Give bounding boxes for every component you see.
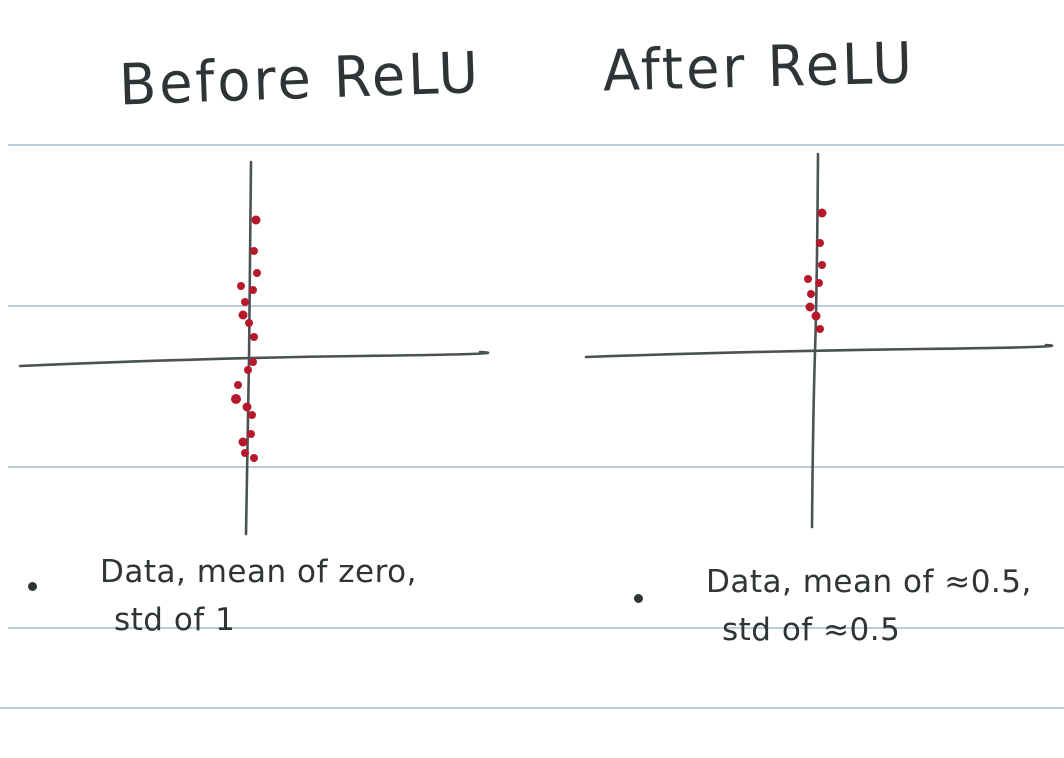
before-relu-note: Data, mean of zero, std of 1 [100,548,417,644]
data-point [817,208,827,218]
after-y-axis [810,152,820,529]
bullet-dot [634,594,643,603]
data-point [247,430,255,438]
after-relu-note: Data, mean of ≈0.5, std of ≈0.5 [706,558,1032,654]
before-x-axis [18,350,490,368]
note-line: std of 1 [114,602,236,638]
data-point [253,269,261,277]
data-point [804,275,812,283]
data-point [807,290,815,298]
data-point [250,333,258,341]
bullet-dot [28,582,37,591]
data-point [249,286,257,294]
before-y-axis [244,160,253,536]
data-point [250,247,258,255]
note-line: Data, mean of zero, [100,554,417,590]
data-point [241,449,249,457]
data-point [238,310,248,320]
note-line: std of ≈0.5 [722,612,901,648]
data-point [231,394,241,404]
after-points [804,208,827,333]
ruled-lines [0,144,1064,709]
data-point [241,298,249,306]
data-point [234,381,242,389]
data-point [238,437,248,447]
data-point [237,282,245,290]
after-x-axis [584,343,1054,359]
data-point [244,366,252,374]
after-relu-title: After ReLU [602,29,916,105]
data-point [811,311,821,321]
before-points [231,215,261,462]
data-point [251,215,261,225]
data-point [805,302,815,312]
before-relu-title: Before ReLU [118,39,483,119]
before-axes [18,160,490,536]
data-point [818,261,826,269]
after-axes [584,152,1054,529]
data-point [815,279,823,287]
data-point [248,411,256,419]
data-point [249,358,257,366]
data-point [250,454,258,462]
data-point [242,402,252,412]
note-line: Data, mean of ≈0.5, [706,564,1032,600]
data-point [816,239,824,247]
data-point [245,319,253,327]
data-point [816,325,824,333]
